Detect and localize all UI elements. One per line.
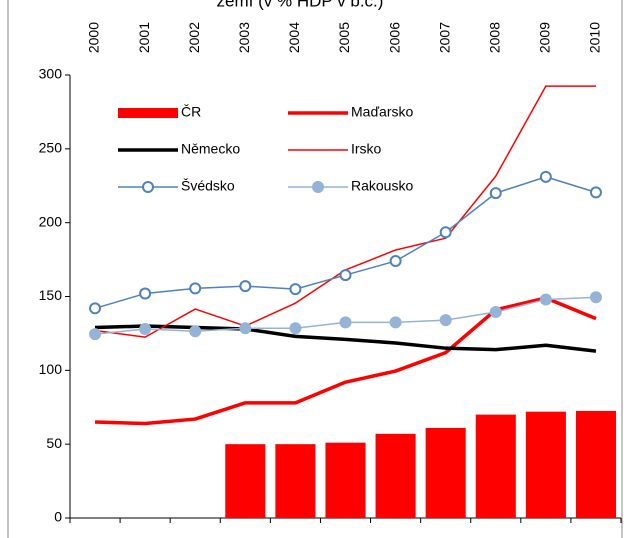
x-tick-label: 2006: [386, 22, 402, 53]
y-tick-label: 150: [39, 287, 63, 303]
point: [289, 283, 302, 296]
bar: [325, 442, 366, 518]
bar: [225, 444, 266, 518]
bar: [575, 410, 616, 518]
line: [94, 324, 597, 353]
point: [89, 302, 102, 315]
bar: [525, 411, 566, 518]
x-tick-label: 2003: [236, 22, 252, 53]
y-tick-label: 0: [54, 509, 62, 525]
point: [489, 306, 502, 319]
x-tick-label: 2010: [587, 22, 603, 53]
point: [389, 316, 402, 329]
x-tick-label: 2001: [136, 22, 152, 53]
bar: [425, 427, 466, 518]
y-tick-label: 100: [39, 361, 63, 377]
legend-label: ČR: [181, 104, 201, 120]
legend-label: Maďarsko: [351, 104, 414, 120]
point: [189, 282, 202, 295]
x-tick-label: 2005: [336, 22, 352, 53]
point: [439, 226, 452, 239]
x-tick-label: 2004: [286, 22, 302, 53]
legend-swatch: [118, 108, 178, 118]
x-tick-label: 2007: [436, 22, 452, 53]
point: [239, 280, 252, 293]
y-tick-label: 50: [46, 435, 62, 451]
point: [389, 255, 402, 268]
legend-label: Rakousko: [351, 178, 413, 194]
bar: [275, 444, 316, 518]
point: [189, 325, 202, 338]
point: [139, 322, 152, 335]
bar: [375, 433, 416, 518]
point: [489, 187, 502, 200]
y-tick-label: 200: [39, 213, 63, 229]
point: [589, 291, 602, 304]
legend-label: Německo: [181, 141, 240, 157]
legend-label: Švédsko: [181, 178, 235, 194]
x-tick-label: 2000: [86, 22, 102, 53]
bar: [475, 414, 516, 518]
line: [94, 296, 597, 426]
legend-marker: [142, 181, 154, 193]
point: [539, 293, 552, 306]
point: [289, 322, 302, 335]
point: [89, 328, 102, 341]
point: [139, 287, 152, 300]
y-tick-label: 300: [39, 66, 63, 82]
y-tick-label: 250: [39, 140, 63, 156]
point: [589, 186, 602, 199]
point: [339, 316, 352, 329]
x-tick-label: 2008: [486, 22, 502, 53]
point: [239, 322, 252, 335]
x-tick-label: 2009: [537, 22, 553, 53]
legend-marker: [312, 181, 324, 193]
point: [539, 170, 552, 183]
point: [339, 269, 352, 282]
chart-title: zemí (v % HDP v b.c.): [217, 0, 384, 10]
legend-label: Irsko: [351, 141, 382, 157]
point: [439, 314, 452, 327]
x-tick-label: 2002: [186, 22, 202, 53]
